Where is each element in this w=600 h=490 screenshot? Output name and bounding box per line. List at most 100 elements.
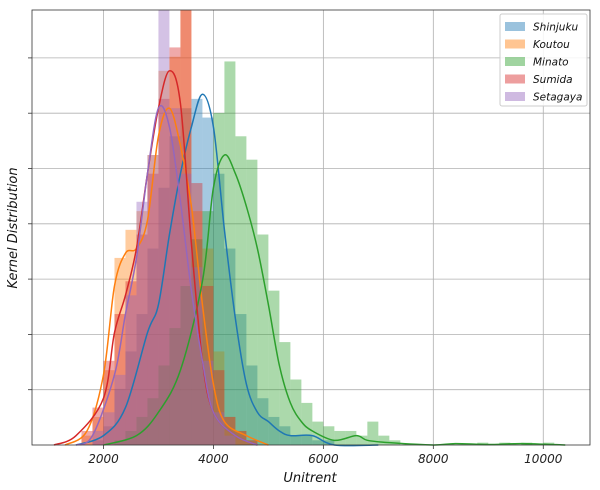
histogram-bar <box>213 412 225 445</box>
histogram-bar <box>92 407 104 445</box>
histogram-bar <box>323 426 335 445</box>
legend-box <box>499 13 588 107</box>
histogram-bar <box>81 430 93 445</box>
histogram-bar <box>136 211 148 445</box>
plot-frame <box>31 9 591 446</box>
histogram-bar <box>125 351 137 445</box>
legend: Shinjuku Koutou Minato Sumida Setagaya <box>499 13 588 107</box>
histogram-bar <box>257 398 269 445</box>
histogram-bar <box>92 416 104 445</box>
kde-curves <box>53 70 566 447</box>
histogram-bar <box>213 351 225 445</box>
kde-curve-koutou <box>64 107 269 446</box>
histogram-bar <box>246 159 258 445</box>
histogram-bar <box>103 426 115 445</box>
bars-setagaya <box>92 10 236 446</box>
histogram-bar <box>224 248 236 445</box>
legend-swatch <box>505 74 525 84</box>
plot-background <box>32 10 590 445</box>
histogram-bar <box>147 248 159 445</box>
histogram-bar <box>180 108 192 446</box>
bars-shinjuku <box>92 98 335 446</box>
histogram-bar <box>279 426 291 445</box>
x-tick-label: 4000 <box>198 452 229 466</box>
bars-minato <box>114 61 555 446</box>
histogram-bar <box>235 430 247 445</box>
histogram-bar <box>235 430 247 445</box>
histogram-bar <box>180 285 192 445</box>
histogram-bar <box>191 239 203 445</box>
y-axis-ticks <box>28 57 32 391</box>
legend-label: Koutou <box>533 39 570 51</box>
legend-label: Sumida <box>533 74 573 86</box>
histogram-bar <box>136 201 148 445</box>
histogram-bar <box>103 370 115 445</box>
histogram-bar <box>224 435 236 445</box>
histogram-bar <box>268 416 280 445</box>
histogram-bar <box>136 234 148 445</box>
x-tick-label: 2000 <box>88 452 119 466</box>
histogram-bar <box>169 328 181 445</box>
legend-label: Shinjuku <box>533 22 579 34</box>
histogram-bar <box>103 360 115 445</box>
histogram-bar <box>235 136 247 445</box>
histogram-bar <box>114 388 126 445</box>
x-tick-label: 6000 <box>308 452 339 466</box>
histogram-bar <box>202 360 214 445</box>
histogram-bar <box>81 435 93 445</box>
histogram-bar <box>202 117 214 446</box>
histogram-bar <box>180 10 192 445</box>
histogram-bar <box>301 435 313 445</box>
y-axis-label: Kernel Distribution <box>6 167 21 288</box>
kde-curve-shinjuku <box>75 93 379 447</box>
histogram-bar <box>301 402 313 445</box>
histogram-bar <box>367 421 379 445</box>
histogram-bar <box>158 10 170 445</box>
histogram-bar <box>158 70 170 445</box>
histogram-bar <box>378 435 390 445</box>
legend-swatch <box>505 57 525 66</box>
histogram-bar <box>92 440 104 445</box>
kde-curve-setagaya <box>75 104 258 446</box>
histogram-bar <box>147 155 159 445</box>
histogram-bar <box>191 267 203 445</box>
histogram-bar <box>125 295 137 445</box>
histogram-bar <box>169 56 181 445</box>
histogram-bar <box>235 314 247 445</box>
histogram-bar <box>224 61 236 446</box>
histogram-bar <box>147 155 159 445</box>
histogram-bar <box>180 173 192 446</box>
histogram-bar <box>279 342 291 445</box>
histogram-bar <box>257 234 269 445</box>
histogram-bar <box>114 374 126 445</box>
histogram-bar <box>356 435 368 445</box>
histogram-bar <box>147 173 159 446</box>
x-tick-label: 8000 <box>418 452 449 466</box>
histogram-bar <box>158 187 170 445</box>
histogram-bar <box>202 285 214 445</box>
histogram-bar <box>125 229 137 445</box>
x-tick-label: 10000 <box>524 452 563 466</box>
histogram-bar <box>290 379 302 445</box>
histogram-bar <box>125 281 137 445</box>
histogram-bar <box>114 440 126 445</box>
histogram-bar <box>191 98 203 445</box>
histogram-bar <box>213 112 225 445</box>
histogram-bar <box>246 365 258 445</box>
legend-label: Setagaya <box>533 92 582 104</box>
histogram-bar <box>180 10 192 445</box>
histogram-bar <box>169 47 181 446</box>
legend-swatch <box>505 39 525 49</box>
plot-area <box>31 9 591 447</box>
x-axis-ticks: 2000 4000 6000 8000 10000 <box>88 445 563 466</box>
histogram-bar <box>268 290 280 445</box>
histogram-bar <box>103 412 115 445</box>
x-axis-label: Unitrent <box>283 471 337 486</box>
histogram-bar <box>136 314 148 445</box>
histogram-bar <box>147 398 159 445</box>
histogram-bar <box>213 173 225 446</box>
histogram-bar <box>312 440 324 445</box>
histogram-bar <box>202 211 214 445</box>
legend-swatch <box>505 22 525 31</box>
